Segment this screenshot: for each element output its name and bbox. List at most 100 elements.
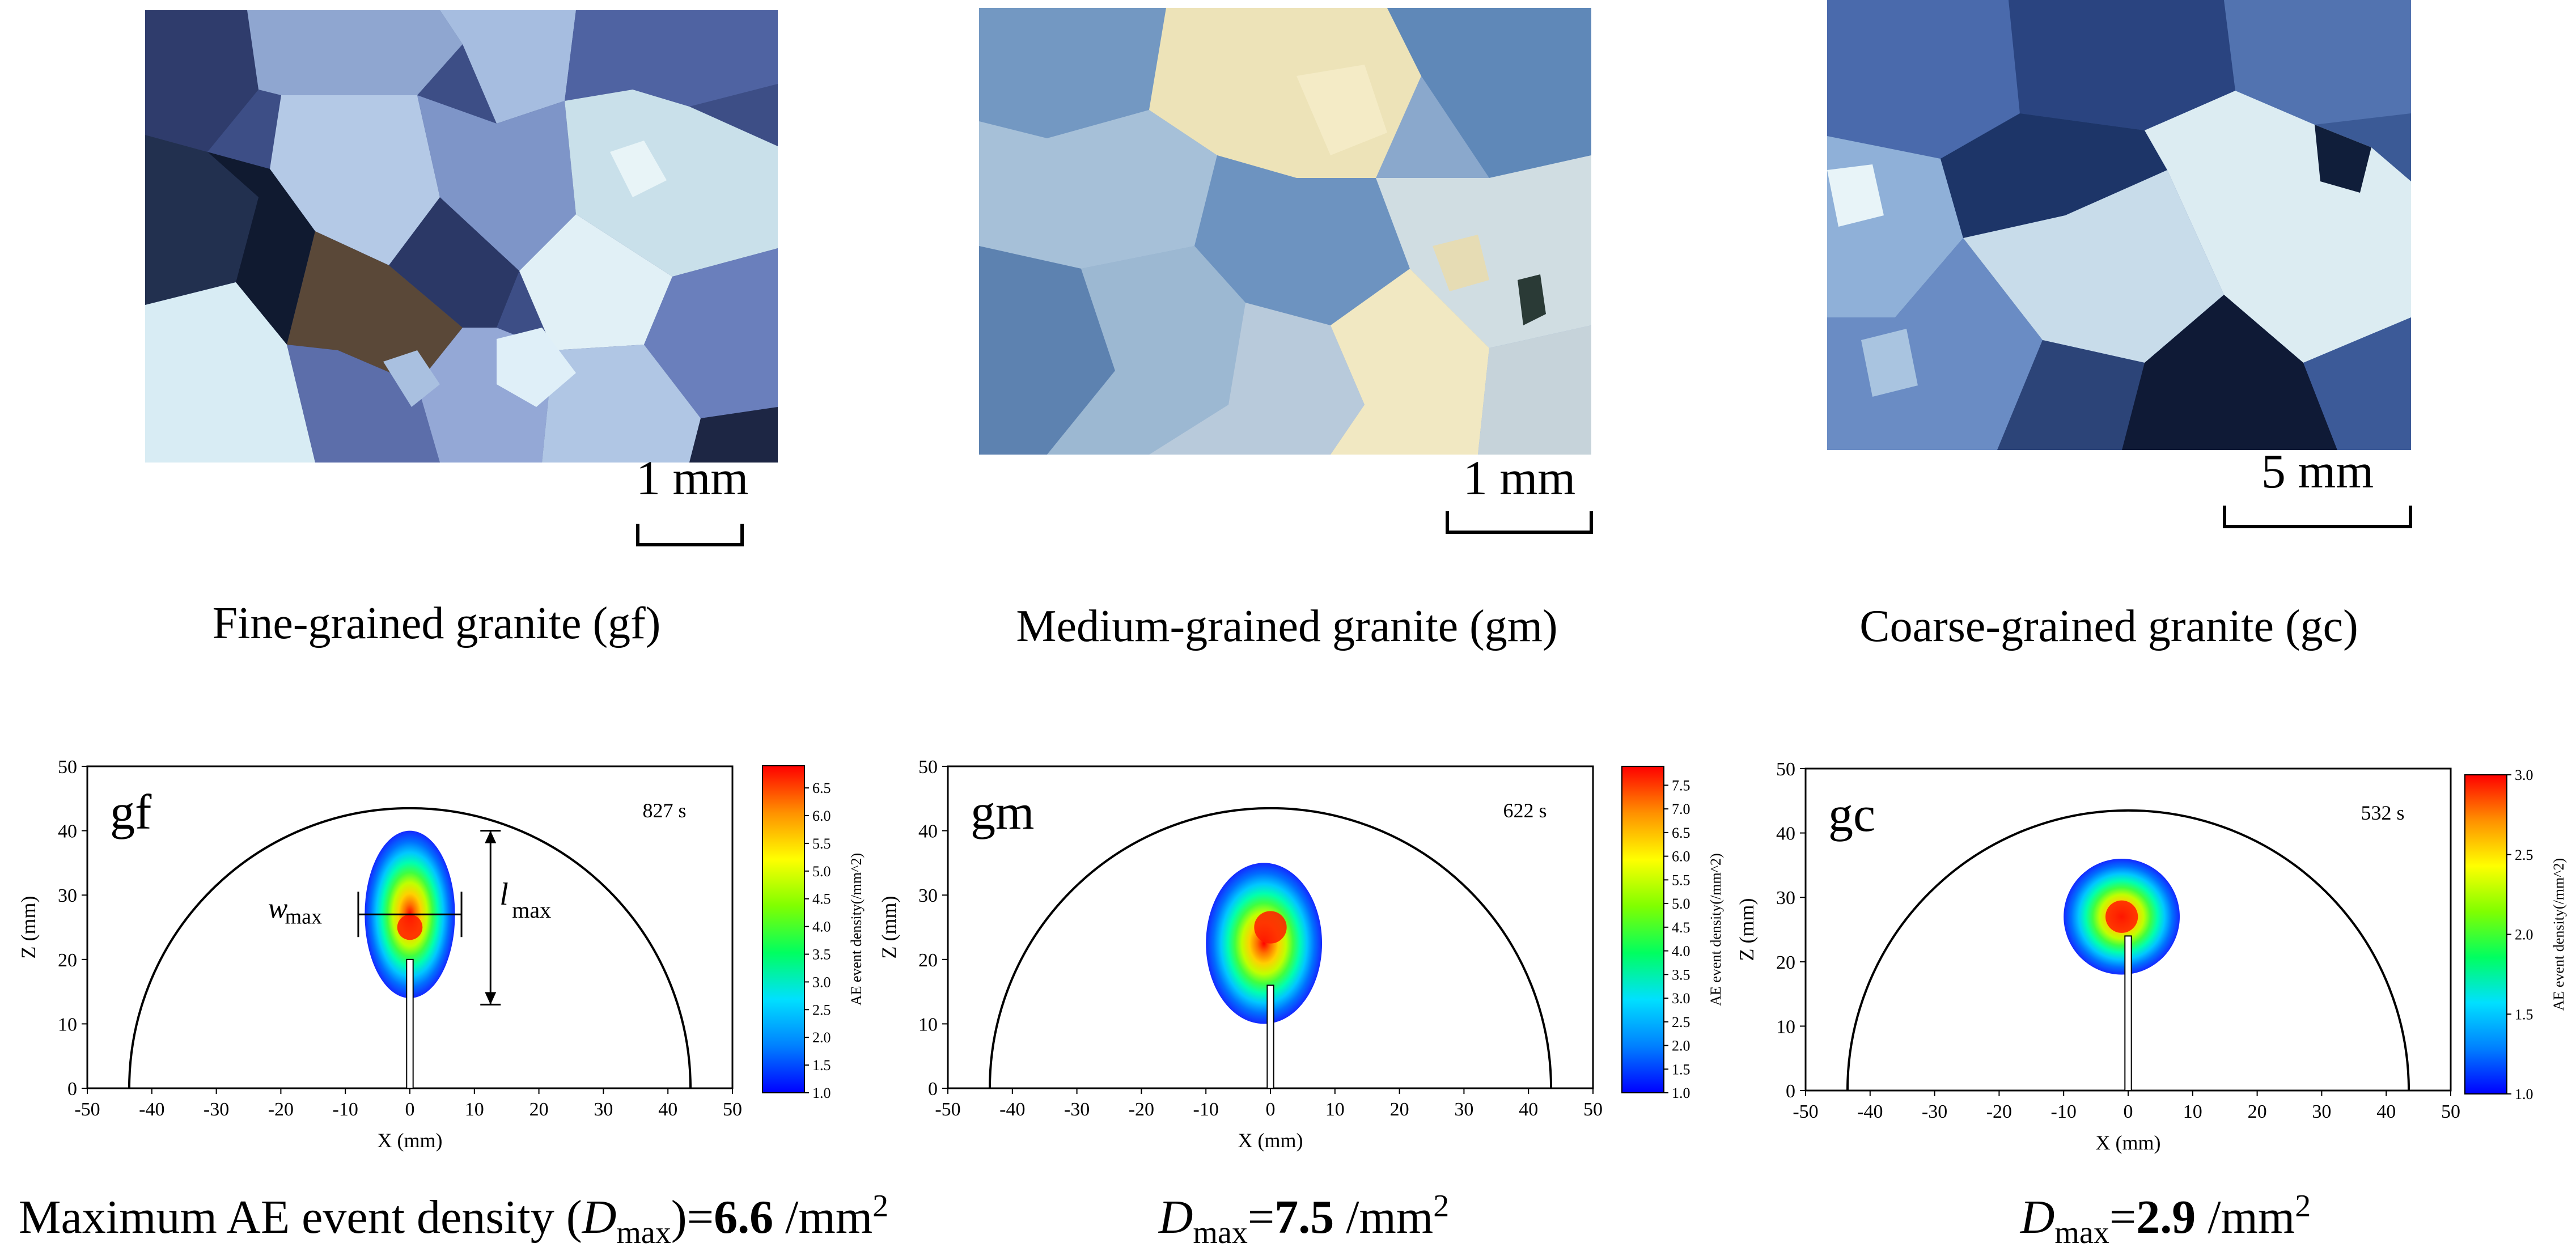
time-stamp: 622 s [1503, 799, 1547, 822]
panel-label: gc [1828, 787, 1875, 842]
dmax-symbol: D [1158, 1191, 1193, 1244]
colorbar-tick-label: 2.5 [812, 1002, 831, 1018]
colorbar-tick-label: 6.5 [1672, 825, 1690, 841]
panel-label: gf [110, 785, 152, 840]
colorbar-tick-label: 4.5 [812, 891, 831, 907]
x-tick-label: 20 [2248, 1101, 2267, 1122]
specimen-boundary [1846, 809, 2410, 1091]
x-tick-label: 30 [1454, 1099, 1473, 1120]
y-axis-label: Z (mm) [17, 896, 40, 959]
specimen-boundary [988, 807, 1553, 1089]
colorbar-tick-label: 3.0 [1672, 990, 1690, 1007]
x-tick-label: -10 [2051, 1101, 2077, 1122]
x-tick-label: 10 [2183, 1101, 2202, 1122]
medium-grains [979, 8, 1591, 455]
ae-density-cloud [1206, 863, 1323, 1024]
l-max-subscript: max [512, 897, 551, 923]
dmax-unit: /mm [1334, 1191, 1434, 1244]
x-tick-label: 40 [658, 1099, 677, 1120]
x-tick-label: -40 [139, 1099, 164, 1120]
y-axis-label: Z (mm) [878, 896, 900, 959]
scale-bar-line [2223, 506, 2412, 528]
scale-bar-line [636, 524, 744, 546]
x-tick-label: -10 [1193, 1099, 1219, 1120]
colorbar-tick-label: 2.5 [1672, 1014, 1690, 1030]
x-tick-label: 20 [529, 1099, 549, 1120]
x-axis-label: X (mm) [2096, 1131, 2161, 1154]
l-max-label: l [499, 877, 509, 912]
ae-density-plot-gc: -50 -40 -30 -20 -10 0 10 20 30 40 50 0 10 20 30 40 50 X (… [1718, 743, 2576, 1168]
ae-density-plot-gf-svg: -50 -40 -30 -20 -10 0 10 20 30 40 50 0 10 20 30 40 50 X (… [17, 757, 865, 1152]
dmax-equals: )= [671, 1191, 714, 1244]
dmax-caption-gm: Dmax=7.5 /mm2 [1077, 1179, 1531, 1260]
colorbar-tick-label: 5.5 [1672, 872, 1690, 888]
colorbar-tick-label: 7.5 [1672, 777, 1690, 794]
l-max-arrow-top [485, 830, 497, 843]
colorbar-label: AE event density(/mm^2) [1708, 853, 1724, 1006]
dmax-subscript: max [616, 1215, 671, 1250]
scale-bar-coarse: 5 mm [2223, 447, 2412, 528]
x-tick-label: -20 [1986, 1101, 2012, 1122]
dmax-unit: /mm [773, 1191, 873, 1244]
scale-bar-line [1446, 511, 1593, 534]
colorbar-label: AE event density(/mm^2) [848, 853, 865, 1006]
w-max-label: w [268, 892, 288, 924]
x-tick-label: 10 [1325, 1099, 1345, 1120]
colorbar [1621, 766, 1664, 1093]
x-axis-label: X (mm) [378, 1129, 443, 1152]
caption-fine-grained: Fine-grained granite (gf) [212, 599, 661, 648]
colorbar-tick-label: 2.0 [2515, 927, 2533, 943]
ae-density-peak [2105, 900, 2138, 933]
dmax-superscript: 2 [1433, 1189, 1450, 1224]
dmax-caption-gc: Dmax=2.9 /mm2 [1939, 1179, 2392, 1260]
colorbar [2464, 774, 2507, 1094]
colorbar-tick-label: 1.0 [812, 1085, 831, 1101]
dmax-symbol: D [2020, 1191, 2055, 1244]
x-tick-label: 50 [1583, 1099, 1603, 1120]
colorbar-tick-label: 2.0 [812, 1029, 831, 1046]
colorbar-tick-label: 2.0 [1672, 1038, 1690, 1054]
colorbar-tick-label: 6.0 [812, 808, 831, 824]
x-tick-label: 40 [1519, 1099, 1538, 1120]
x-tick-label: -20 [1129, 1099, 1154, 1120]
y-tick-label: 50 [918, 757, 938, 778]
y-tick-label: 10 [918, 1014, 938, 1035]
ae-density-plot-gf: -50 -40 -30 -20 -10 0 10 20 30 40 50 0 10 20 30 40 50 X (… [0, 743, 867, 1168]
colorbar-tick-label: 5.5 [812, 835, 831, 852]
dmax-value: 6.6 [714, 1191, 774, 1244]
dmax-equals: = [2109, 1191, 2137, 1244]
borehole [2124, 935, 2132, 1091]
x-tick-label: -20 [268, 1099, 294, 1120]
borehole [406, 958, 414, 1089]
dmax-value: 2.9 [2136, 1191, 2196, 1244]
y-tick-label: 50 [58, 757, 77, 778]
x-tick-label: -40 [1857, 1101, 1883, 1122]
ae-density-peak [397, 914, 423, 940]
colorbar-tick-label: 6.5 [812, 780, 831, 796]
time-stamp: 827 s [642, 799, 686, 822]
dmax-equals: = [1247, 1191, 1275, 1244]
y-tick-label: 20 [58, 950, 77, 971]
x-tick-label: -50 [74, 1099, 100, 1120]
colorbar-tick-label: 3.0 [812, 974, 831, 990]
colorbar-tick-label: 4.0 [1672, 943, 1690, 960]
scale-bar-medium: 1 mm [1446, 453, 1593, 534]
colorbar-tick-label: 4.5 [1672, 919, 1690, 936]
x-tick-label: 30 [594, 1099, 613, 1120]
time-stamp: 532 s [2361, 801, 2404, 824]
fine-grains [145, 10, 778, 463]
scale-bar-fine: 1 mm [636, 453, 748, 546]
y-tick-label: 0 [1786, 1081, 1795, 1102]
dmax-subscript: max [1193, 1215, 1248, 1250]
y-tick-label: 20 [918, 950, 938, 971]
coarse-grained-micrograph [1827, 0, 2411, 450]
dmax-prefix: Maximum AE event density ( [18, 1191, 582, 1244]
dmax-value: 7.5 [1274, 1191, 1334, 1244]
colorbar-tick-label: 3.0 [2515, 767, 2533, 783]
x-tick-label: 0 [2124, 1101, 2133, 1122]
x-tick-label: 50 [723, 1099, 742, 1120]
colorbar-tick-label: 1.0 [1672, 1085, 1690, 1101]
x-tick-label: -30 [1064, 1099, 1090, 1120]
x-tick-label: 0 [405, 1099, 415, 1120]
l-max-arrow-bottom [485, 992, 497, 1005]
